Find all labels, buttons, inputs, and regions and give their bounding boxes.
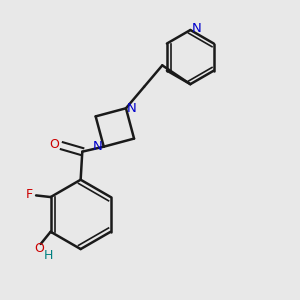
Text: N: N	[127, 102, 137, 115]
Text: O: O	[34, 242, 44, 255]
Text: O: O	[50, 138, 59, 151]
Text: N: N	[192, 22, 202, 35]
Text: F: F	[26, 188, 33, 201]
Text: H: H	[44, 249, 53, 262]
Text: N: N	[93, 140, 103, 152]
